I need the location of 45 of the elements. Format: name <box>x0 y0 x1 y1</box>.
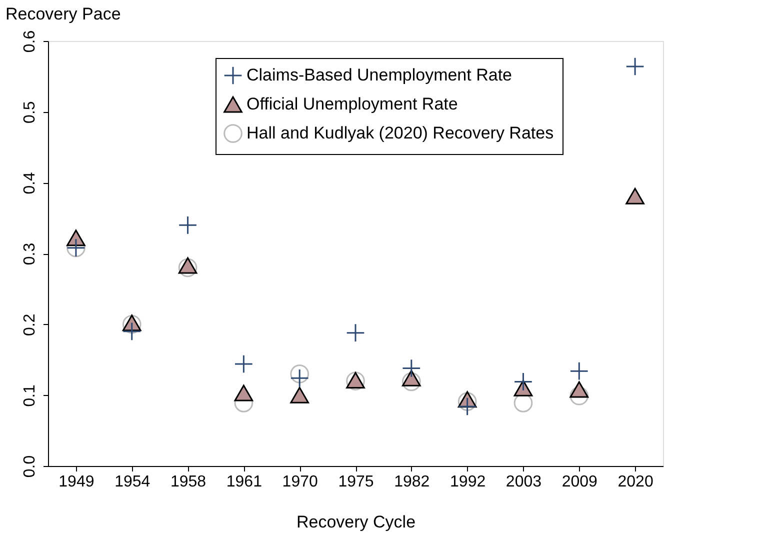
x-tick-label: 1975 <box>338 474 374 490</box>
point <box>626 188 644 204</box>
y-tick-label: 0.1 <box>22 384 38 407</box>
x-tick-label: 1958 <box>170 474 206 490</box>
legend-label: Claims-Based Unemployment Rate <box>246 66 512 84</box>
point <box>346 323 365 342</box>
y-tick-label: 0.3 <box>22 242 38 266</box>
x-tick-label: 1970 <box>282 474 318 490</box>
x-tick-label: 2009 <box>562 474 598 490</box>
point <box>290 368 309 388</box>
point <box>66 230 86 246</box>
point <box>514 372 533 392</box>
x-tick-label: 1961 <box>226 474 262 490</box>
y-tick-label: 0.4 <box>22 172 38 194</box>
point <box>626 57 644 76</box>
point <box>178 257 198 274</box>
point <box>178 258 198 278</box>
point <box>290 386 309 404</box>
point <box>458 392 477 411</box>
point <box>178 216 198 235</box>
x-tick-label: 1982 <box>394 474 430 490</box>
y-tick-label: 0.5 <box>22 101 38 124</box>
x-tick-label: 2020 <box>618 474 654 490</box>
point <box>122 322 142 341</box>
point <box>290 364 309 384</box>
x-tick-label: 1949 <box>58 474 94 490</box>
y-tick-label: 0.2 <box>22 314 38 336</box>
y-tick-label: 0.0 <box>22 455 38 478</box>
point <box>234 354 254 374</box>
y-tick-label: 0.6 <box>22 30 38 53</box>
legend-label: Hall and Kudlyak (2020) Recovery Rates <box>246 124 554 142</box>
point <box>570 381 589 398</box>
point <box>458 397 477 416</box>
legend-label: Official Unemployment Rate <box>246 94 458 114</box>
x-axis-title: Recovery Cycle <box>296 512 416 532</box>
x-tick-label: 1954 <box>114 474 150 490</box>
y-axis-title: Recovery Pace <box>6 4 121 24</box>
point <box>402 370 421 386</box>
x-tick-label: 2003 <box>506 474 542 490</box>
point <box>402 358 421 378</box>
point <box>234 384 254 402</box>
point <box>402 372 421 392</box>
point <box>570 386 589 406</box>
x-tick-label: 1992 <box>450 474 486 490</box>
point <box>570 362 589 380</box>
